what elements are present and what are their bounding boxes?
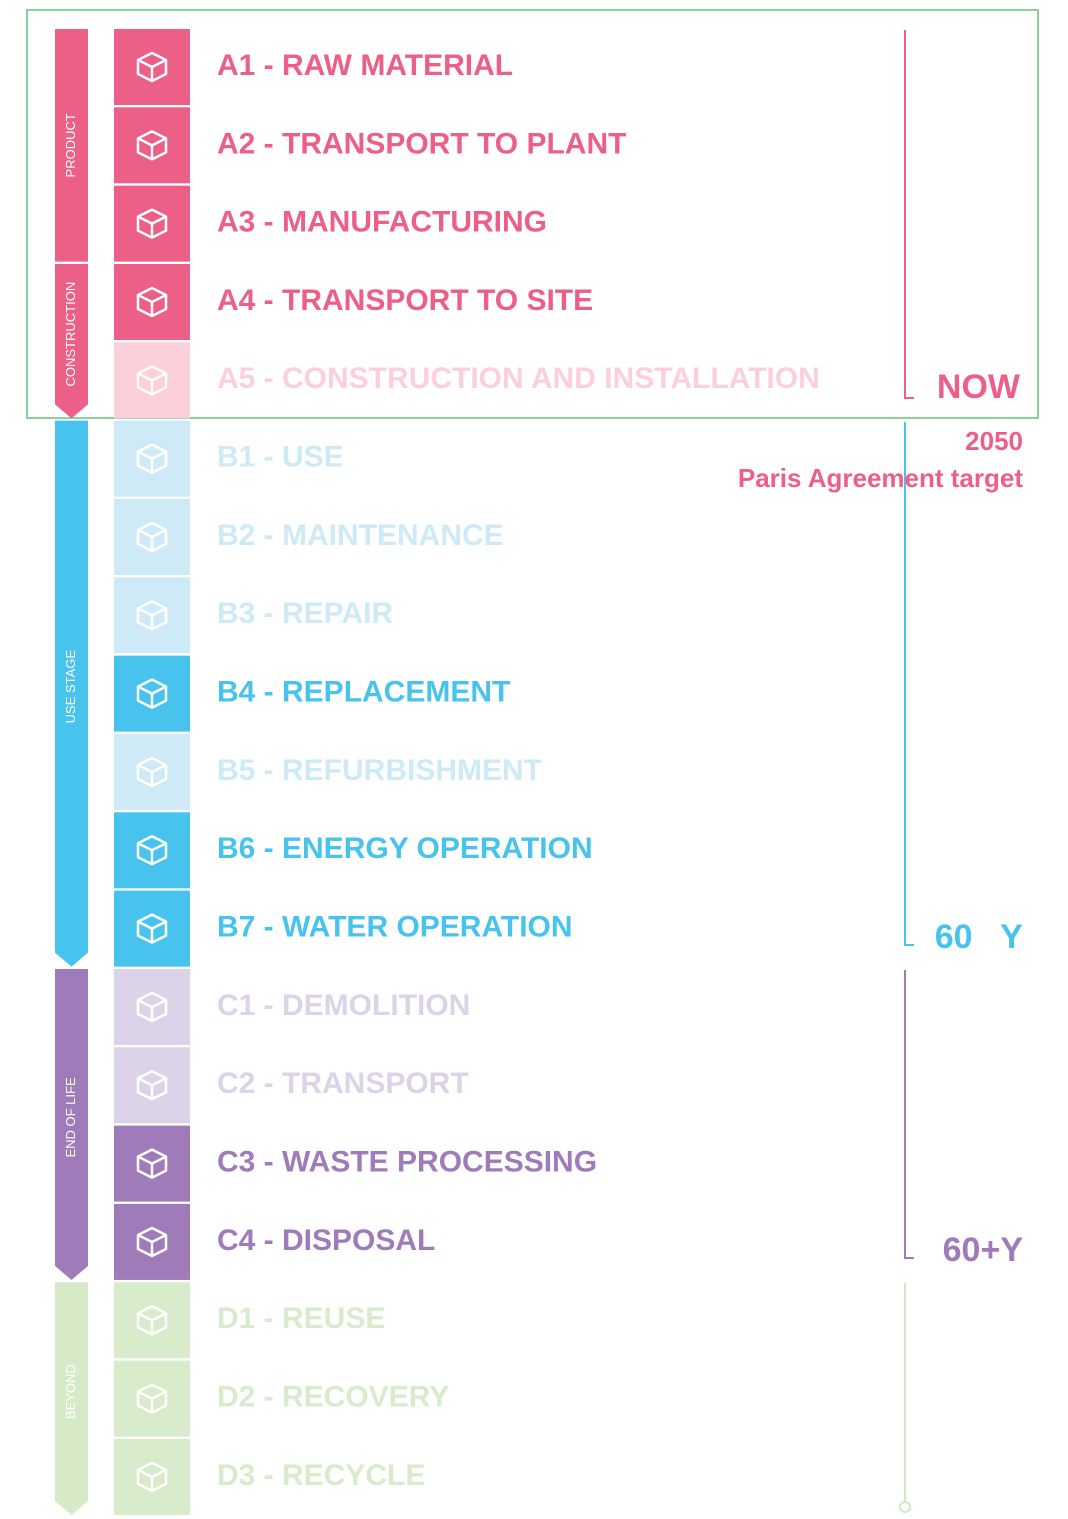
phase-bar [55,263,88,419]
stage-icon [136,443,168,474]
stage-label: C1 - DEMOLITION [217,989,470,1022]
stage-icon [136,1226,168,1258]
stage-icon [136,51,168,83]
stage-label: B4 - REPLACEMENT [217,676,510,709]
stage-label: A1 - RAW MATERIAL [217,49,513,82]
phase-bar [55,1282,88,1515]
phase-label: CONSTRUCTION [63,282,78,387]
cube-edges [137,1468,167,1491]
stage-icon [136,991,168,1023]
stage-label: D1 - REUSE [217,1302,385,1335]
stage-icon [136,1305,168,1336]
stage-icon [136,913,168,944]
cube-edges [137,215,167,238]
cube-edges [137,842,167,865]
stage-label: C2 - TRANSPORT [217,1067,469,1100]
stage-icon [136,835,168,866]
cube-edges [137,1077,167,1100]
stage-label: C4 - DISPOSAL [217,1224,435,1257]
stage-icon [136,600,168,631]
stage-icon [136,208,168,239]
now-label: NOW [937,368,1021,406]
stage-icon [136,1383,168,1414]
now-line [904,30,914,399]
target-name: Paris Agreement target [738,463,1023,493]
stage-icon [136,1148,168,1179]
stage-label: B1 - USE [217,441,344,474]
stage-icon [136,678,168,709]
cube-edges [137,372,167,395]
stage-label: B6 - ENERGY OPERATION [217,832,593,865]
stage-label: B3 - REPAIR [217,597,393,630]
target-year: 2050 [965,426,1023,456]
stage-label: A4 - TRANSPORT TO SITE [217,284,593,317]
stage-icon [136,130,168,161]
phase-bar [55,29,88,262]
cube-edges [137,920,167,943]
cube-edges [137,450,167,473]
stage-label: A2 - TRANSPORT TO PLANT [217,127,626,160]
phase-label: END OF LIFE [63,1077,78,1158]
stage-label: D3 - RECYCLE [217,1459,425,1492]
stage-label: B5 - REFURBISHMENT [217,754,542,787]
stage-icon [136,1461,168,1493]
cube-edges [137,137,167,160]
phase-bar [55,968,88,1280]
stage-icon [136,286,168,318]
cube-edges [137,685,167,708]
highlight-box [26,9,1039,419]
cube-edges [137,1390,167,1413]
cube-edges [137,1155,167,1178]
cube-edges [137,998,167,1021]
stage-icon [136,756,168,788]
stage-label: B7 - WATER OPERATION [217,911,573,944]
phase-bar [55,420,88,967]
stage-icon [136,521,168,553]
phase-label: USE STAGE [63,650,78,724]
cube-edges [137,528,167,551]
phase-label: BEYOND [63,1364,78,1419]
phase-label: PRODUCT [63,113,78,177]
stage-label: A3 - MANUFACTURING [217,206,547,239]
cube-edges [137,1312,167,1335]
cube-edges [137,293,167,316]
use-end-label: 60 Y [935,918,1024,956]
stage-label: A5 - CONSTRUCTION AND INSTALLATION [217,362,820,395]
life-end-label: 60+Y [943,1231,1024,1269]
use-line [904,422,914,946]
stage-icon [136,1070,168,1101]
stage-label: B2 - MAINTENANCE [217,519,504,552]
stage-icon [136,365,168,396]
cube-edges [137,1233,167,1256]
life-line [904,970,914,1259]
cube-edges [137,607,167,630]
stage-label: C3 - WASTE PROCESSING [217,1146,597,1179]
beyond-end [899,1501,911,1513]
stage-label: D2 - RECOVERY [217,1381,449,1414]
cube-edges [137,763,167,786]
cube-edges [137,58,167,81]
